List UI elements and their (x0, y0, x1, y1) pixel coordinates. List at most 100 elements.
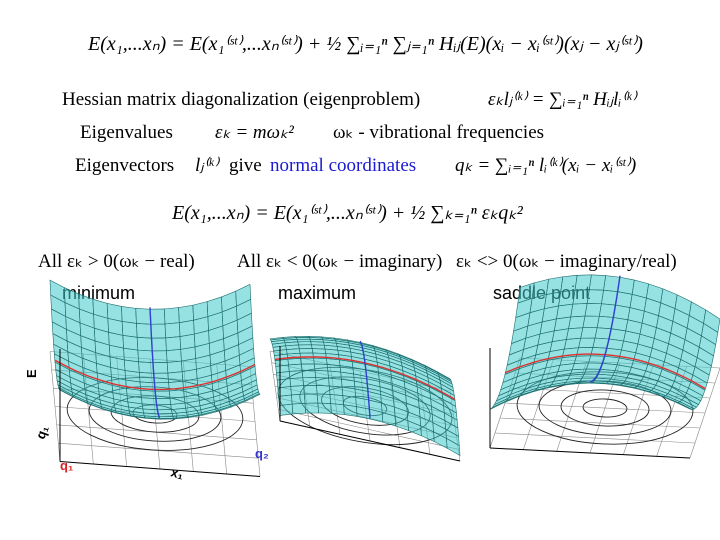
surface-cell (314, 370, 329, 379)
surface-cell (149, 308, 166, 325)
surface-cell (137, 349, 154, 364)
axis-label: q₁ (60, 458, 73, 473)
axis-label: E (24, 369, 39, 378)
normal-mode-curve (359, 340, 371, 418)
surface-cell (330, 403, 345, 415)
surface-cell (163, 307, 180, 325)
surface-cell (153, 372, 169, 384)
surface-cell (675, 401, 693, 410)
axis-label: x₁ (169, 464, 185, 482)
surface-cell (570, 303, 588, 318)
surface-cell (158, 417, 176, 420)
surface-cell (156, 409, 173, 415)
surface-cell (178, 319, 195, 337)
surface-cell (298, 348, 314, 354)
surface-cell (289, 377, 304, 387)
case-condition: εₖ <> 0(ωₖ − imaginary/real) (456, 251, 677, 272)
surface-cell (558, 289, 576, 307)
case-name: maximum (278, 283, 357, 303)
surface-cell (151, 350, 168, 364)
surface-cell (121, 306, 137, 324)
surface-cell (582, 315, 600, 328)
surface-cell (151, 337, 167, 352)
surface-cell (586, 289, 604, 305)
surface-cell (615, 291, 633, 308)
surface-cell (150, 323, 167, 339)
surface-cell (291, 393, 306, 405)
surface-cell (556, 303, 574, 320)
axis-edge (489, 447, 691, 459)
axis-edge (59, 461, 261, 477)
surface-cell (316, 385, 331, 395)
surface-cell (317, 402, 332, 414)
eigenvalues-label: Eigenvalues (80, 122, 173, 143)
surface-cell (154, 390, 171, 399)
eigenvectors-verb: give (229, 155, 262, 176)
surface-cell (301, 363, 316, 371)
surface-cell (560, 274, 578, 293)
surface-cell (288, 370, 304, 379)
surface-cell (313, 357, 328, 365)
surface-cell (167, 371, 184, 383)
surface-cell (155, 397, 172, 406)
contour (582, 398, 628, 418)
surface-cell (178, 304, 194, 323)
surface-cell (303, 393, 319, 404)
surface-cell (164, 322, 181, 339)
surface-cell (566, 327, 584, 340)
surface-cell (123, 347, 139, 363)
surface-cell (278, 394, 293, 406)
eigenvalues-formula: εₖ = mωₖ² (215, 122, 294, 143)
surface-cell (588, 274, 607, 291)
axis-edge (279, 420, 461, 462)
contour (560, 389, 650, 427)
surface-cell (315, 377, 330, 387)
surface-cell (135, 308, 152, 325)
surface-cell (297, 341, 312, 346)
surface-cell (304, 402, 319, 414)
case-condition: All εₖ < 0(ωₖ − imaginary) (237, 251, 443, 272)
surface-cell (152, 362, 169, 374)
hessian-label: Hessian matrix diagonalization (eigenpro… (62, 89, 421, 110)
normal-expansion: E(x₁,...xₙ) = E(x₁⁽ˢᵗ⁾,...xₙ⁽ˢᵗ⁾) + ½ ∑ₖ… (172, 202, 523, 224)
surface-cell (121, 321, 138, 338)
surface-cell (568, 315, 586, 330)
surface-cell (316, 393, 332, 404)
eigenvectors-symbol: lⱼ⁽ᵏ⁾ (195, 155, 219, 176)
surface-cell (329, 394, 344, 406)
surface-cell (572, 289, 590, 305)
surface-cell (166, 349, 182, 363)
eigenvalues-note: ωₖ - vibrational frequencies (333, 122, 545, 143)
surface-cell (328, 385, 344, 396)
surface-cell (584, 303, 602, 317)
normal-mode-curve (149, 307, 161, 418)
surface-cell (446, 437, 461, 457)
surface-cell (580, 327, 598, 339)
case-condition: All εₖ > 0(ωₖ − real) (38, 251, 195, 272)
normal-coordinates-formula: qₖ = ∑ᵢ₌₁ⁿ lᵢ⁽ᵏ⁾(xᵢ − xᵢ⁽ˢᵗ⁾) (455, 155, 637, 176)
normal-coordinates: normal coordinates (270, 155, 417, 176)
surface-cell (574, 274, 592, 291)
surface-cell (136, 323, 152, 339)
axis-label: q₂ (255, 446, 269, 461)
eigenvectors-label: Eigenvectors (75, 155, 175, 176)
normal-mode-curve (589, 275, 621, 383)
surface-cell (138, 372, 155, 384)
surface-cell (165, 336, 182, 352)
surface-cell (136, 336, 153, 352)
taylor-formula: E(x₁,...xₙ) = E(x₁⁽ˢᵗ⁾,...xₙ⁽ˢᵗ⁾) + ½ ∑ᵢ… (88, 33, 643, 55)
surface-cell (298, 344, 313, 350)
surface-cell (288, 363, 303, 372)
surface-cell (302, 377, 317, 386)
surface-cell (122, 335, 139, 351)
surface-cell (140, 390, 157, 399)
surface-cell (617, 276, 635, 295)
surface-cell (301, 370, 317, 379)
surface-cell (578, 337, 596, 349)
surface-cell (290, 385, 305, 396)
surface-cell (156, 404, 172, 411)
surface-cell (300, 357, 315, 365)
floor-grid (689, 367, 720, 459)
